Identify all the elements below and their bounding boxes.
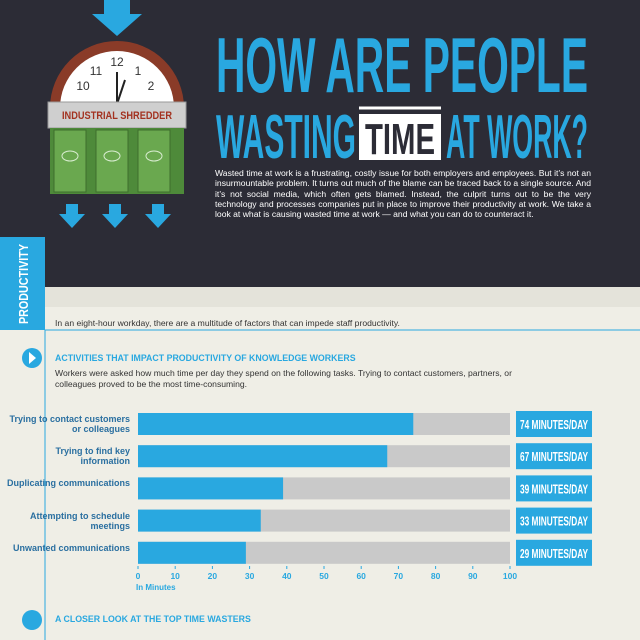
arrow: [145, 204, 171, 228]
bar: [138, 445, 388, 468]
clock-number: 1: [135, 64, 142, 78]
x-tick-label: 80: [431, 571, 441, 581]
x-tick-label: 0: [136, 571, 141, 581]
x-tick-label: 20: [208, 571, 218, 581]
section-band: [0, 287, 640, 307]
bill-seal: [145, 150, 163, 162]
tab: [0, 237, 45, 330]
bill-seal: [103, 150, 121, 162]
x-axis-label: In Minutes: [136, 583, 176, 592]
bill-seal: [61, 150, 79, 162]
arrow: [92, 0, 142, 36]
x-tick-label: 70: [394, 571, 404, 581]
value-label: 33 MINUTES/DAY: [520, 514, 588, 529]
bar: [138, 509, 261, 532]
x-tick-label: 30: [245, 571, 255, 581]
arrow: [102, 204, 128, 228]
value-badge: [516, 475, 592, 502]
clock-number: 11: [90, 64, 103, 78]
intro-paragraph: Wasted time at work is a frustrating, co…: [215, 168, 591, 220]
value-label: 29 MINUTES/DAY: [520, 546, 588, 561]
x-tick-label: 60: [356, 571, 366, 581]
section-icon: [22, 610, 42, 630]
tab-label: PRODUCTIVITY: [16, 244, 31, 324]
x-tick-label: 10: [170, 571, 180, 581]
category-label: Attempting to schedule meetings: [29, 510, 130, 531]
x-tick-label: 90: [468, 571, 478, 581]
value-label: 67 MINUTES/DAY: [520, 449, 588, 464]
bar: [138, 541, 246, 564]
clock-number: 12: [110, 55, 124, 69]
value-label: 39 MINUTES/DAY: [520, 481, 588, 496]
value-label: 74 MINUTES/DAY: [520, 417, 588, 432]
category-label: Unwanted communications: [12, 542, 130, 553]
title-line: HOW ARE PEOPLE: [216, 21, 588, 109]
value-badge: [516, 507, 592, 534]
time-box: [359, 114, 441, 160]
section-icon-arrow: [29, 352, 36, 364]
category-label: Trying to contact customers or colleague…: [9, 414, 130, 434]
title-time: TIME: [365, 115, 435, 164]
arrow: [59, 204, 85, 228]
value-badge: [516, 411, 592, 437]
x-tick-label: 50: [319, 571, 329, 581]
value-badge: [516, 443, 592, 470]
clock-number: 10: [76, 79, 90, 93]
bar: [138, 477, 284, 500]
clock-hand: [116, 79, 126, 105]
category-label: Duplicating communications: [6, 478, 130, 489]
x-tick-label: 100: [503, 571, 517, 581]
section-intro: In an eight-hour workday, there are a mu…: [55, 318, 400, 328]
next-heading: A CLOSER LOOK AT THE TOP TIME WASTERS: [55, 614, 251, 624]
section-heading: ACTIVITIES THAT IMPACT PRODUCTIVITY OF K…: [55, 353, 356, 363]
title-word: AT WORK?: [446, 103, 588, 172]
x-tick-label: 40: [282, 571, 292, 581]
shredder-label-bar: [47, 101, 187, 129]
bar: [138, 413, 414, 435]
clock-number: 2: [148, 79, 155, 93]
title-word: WASTING: [216, 103, 356, 172]
shredder-label: INDUSTRIAL SHREDDER: [62, 110, 172, 122]
section-description: Workers were asked how much time per day…: [55, 368, 512, 389]
value-badge: [516, 539, 592, 566]
category-label: Trying to find key information: [55, 446, 130, 467]
